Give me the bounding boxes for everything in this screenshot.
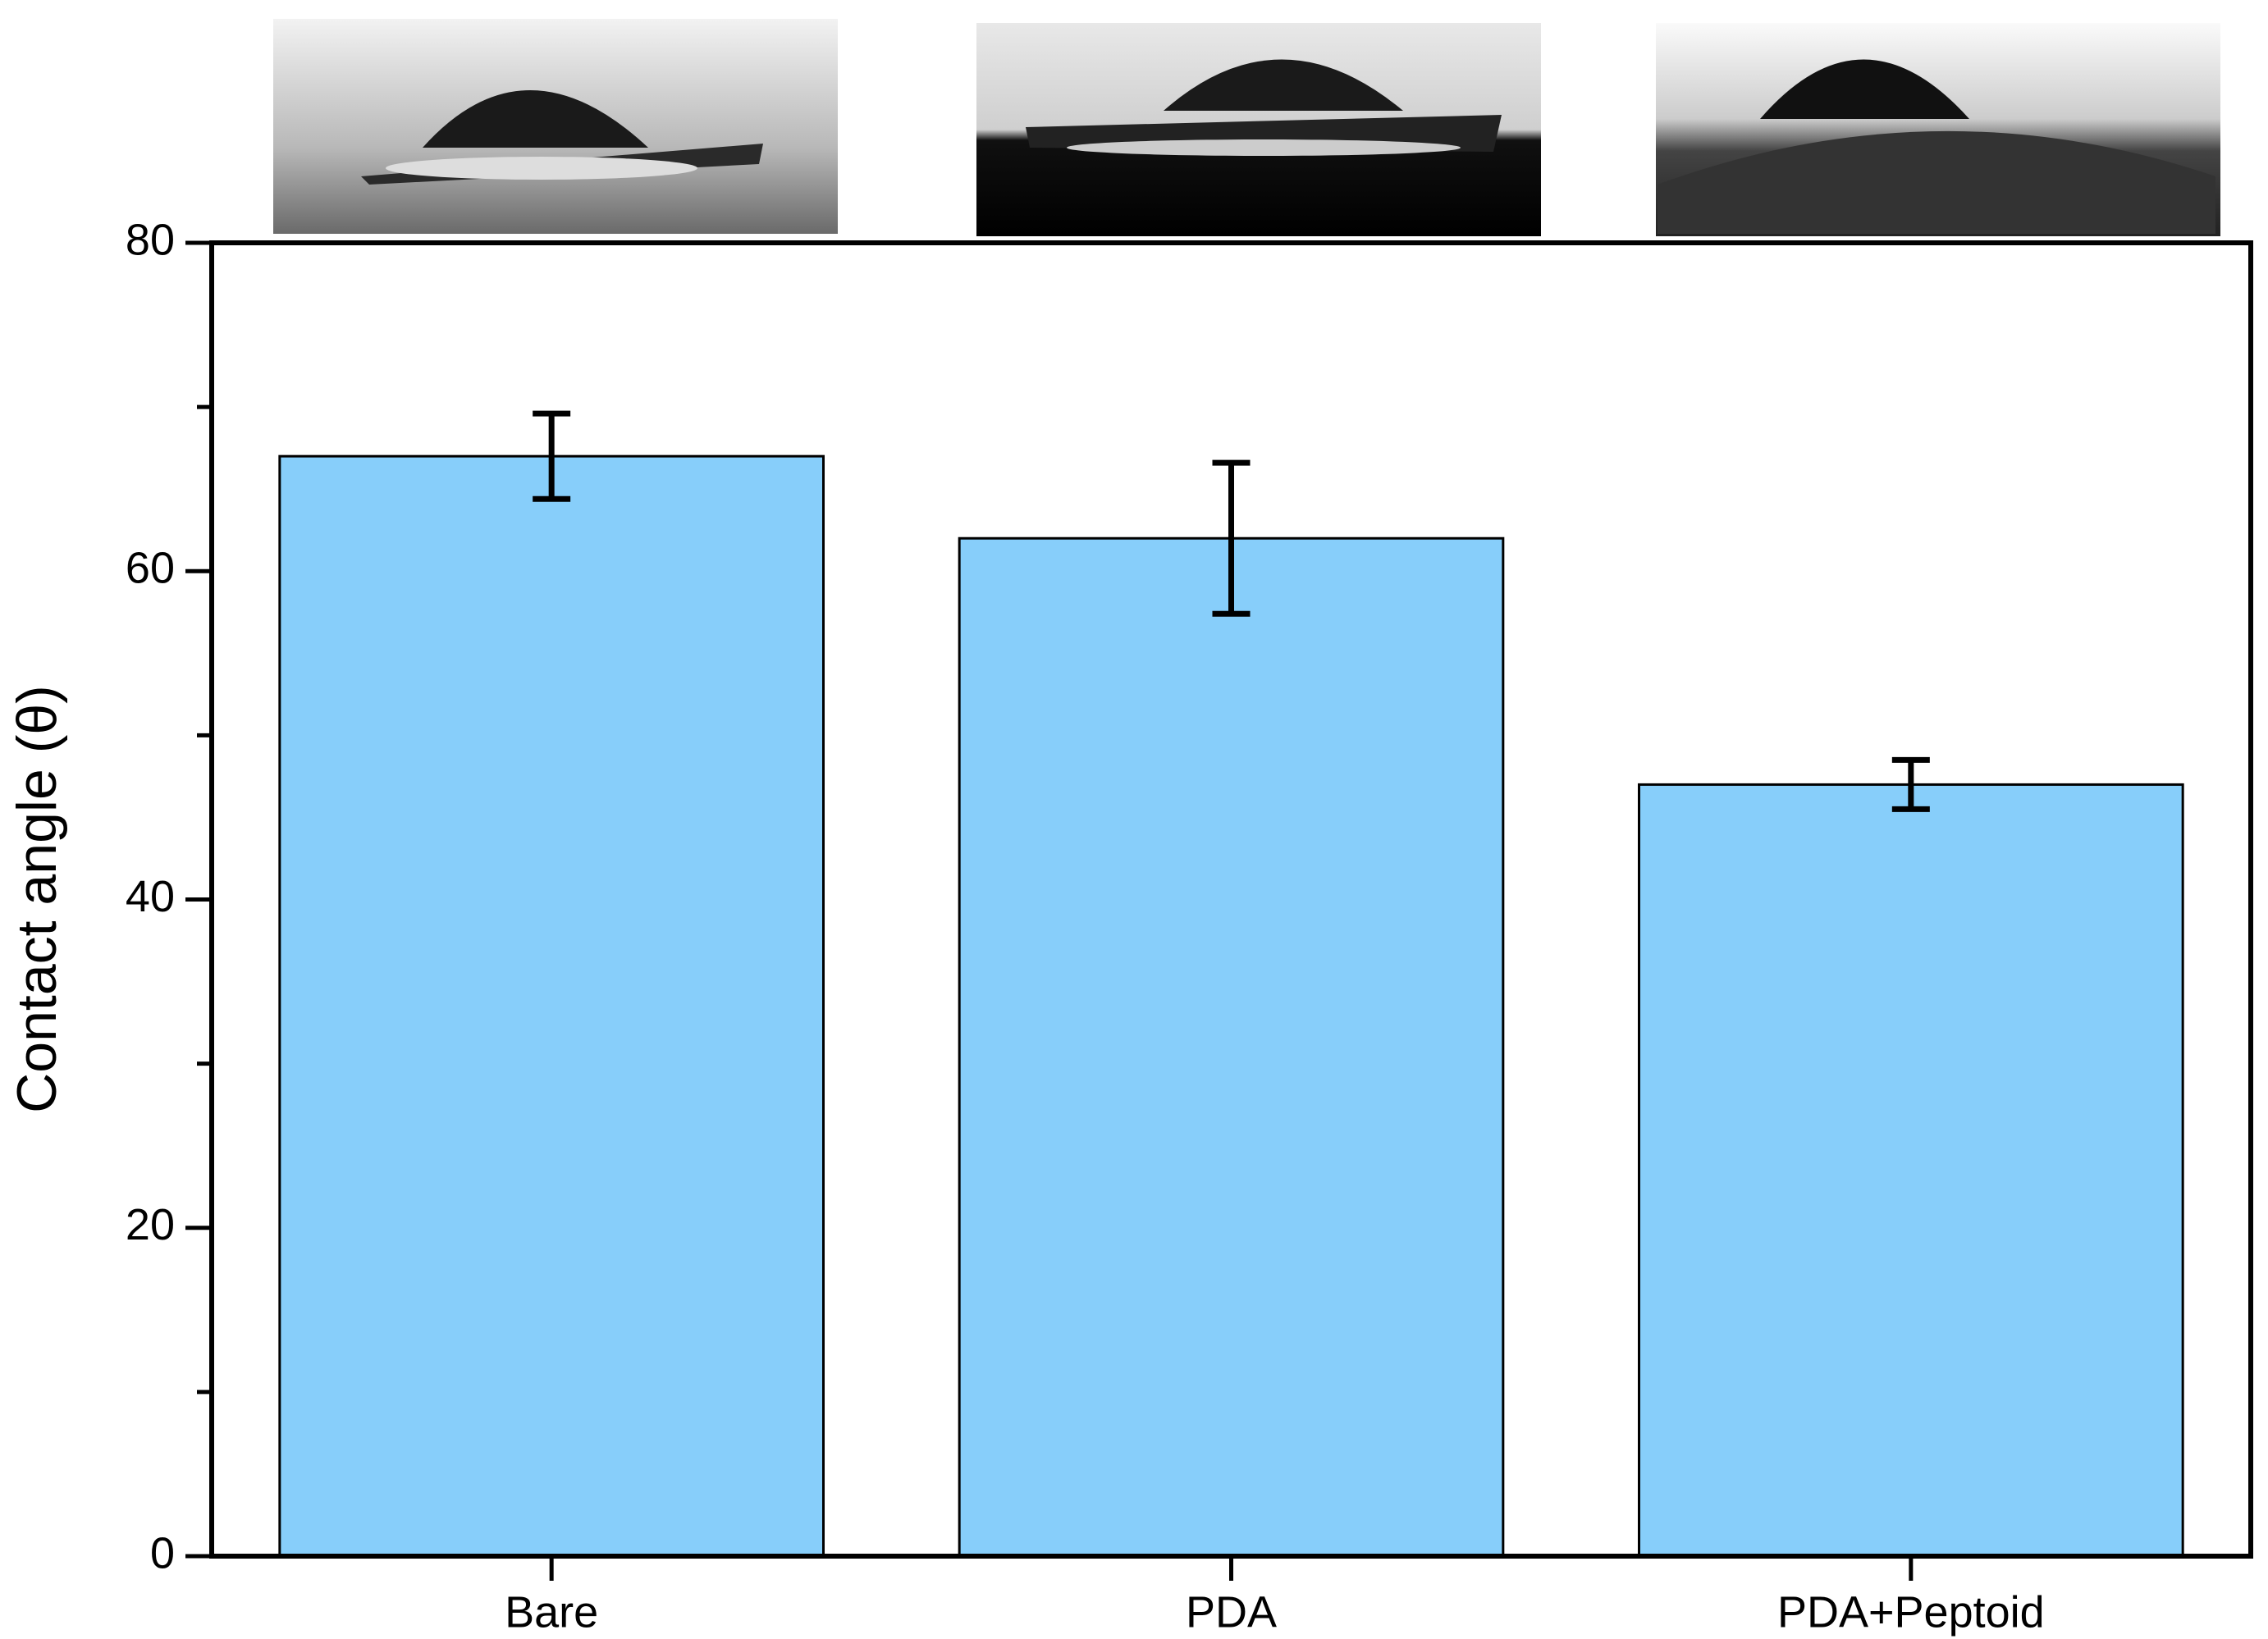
error-bar: [533, 410, 571, 502]
y-tick-label: 80: [126, 215, 175, 264]
y-tick-label: 0: [150, 1528, 175, 1577]
error-bar: [1212, 459, 1251, 617]
bar: [278, 454, 825, 1558]
x-tick-label: PDA+Peptoid: [1777, 1587, 2045, 1637]
x-tick-label: PDA: [1186, 1587, 1277, 1637]
y-tick-label: 40: [126, 872, 175, 921]
y-tick-label: 60: [126, 544, 175, 593]
droplet-photo: [273, 19, 838, 234]
plot-frame: [209, 240, 2253, 1559]
droplet-photo: [976, 23, 1541, 236]
error-bar: [1891, 756, 1930, 812]
y-tick-label: 20: [126, 1200, 175, 1249]
bar: [1638, 783, 2184, 1558]
y-axis-label: Contact angle (θ): [6, 685, 68, 1113]
bar: [958, 536, 1505, 1558]
droplet-photo: [1656, 23, 2220, 236]
x-tick-label: Bare: [505, 1587, 598, 1637]
